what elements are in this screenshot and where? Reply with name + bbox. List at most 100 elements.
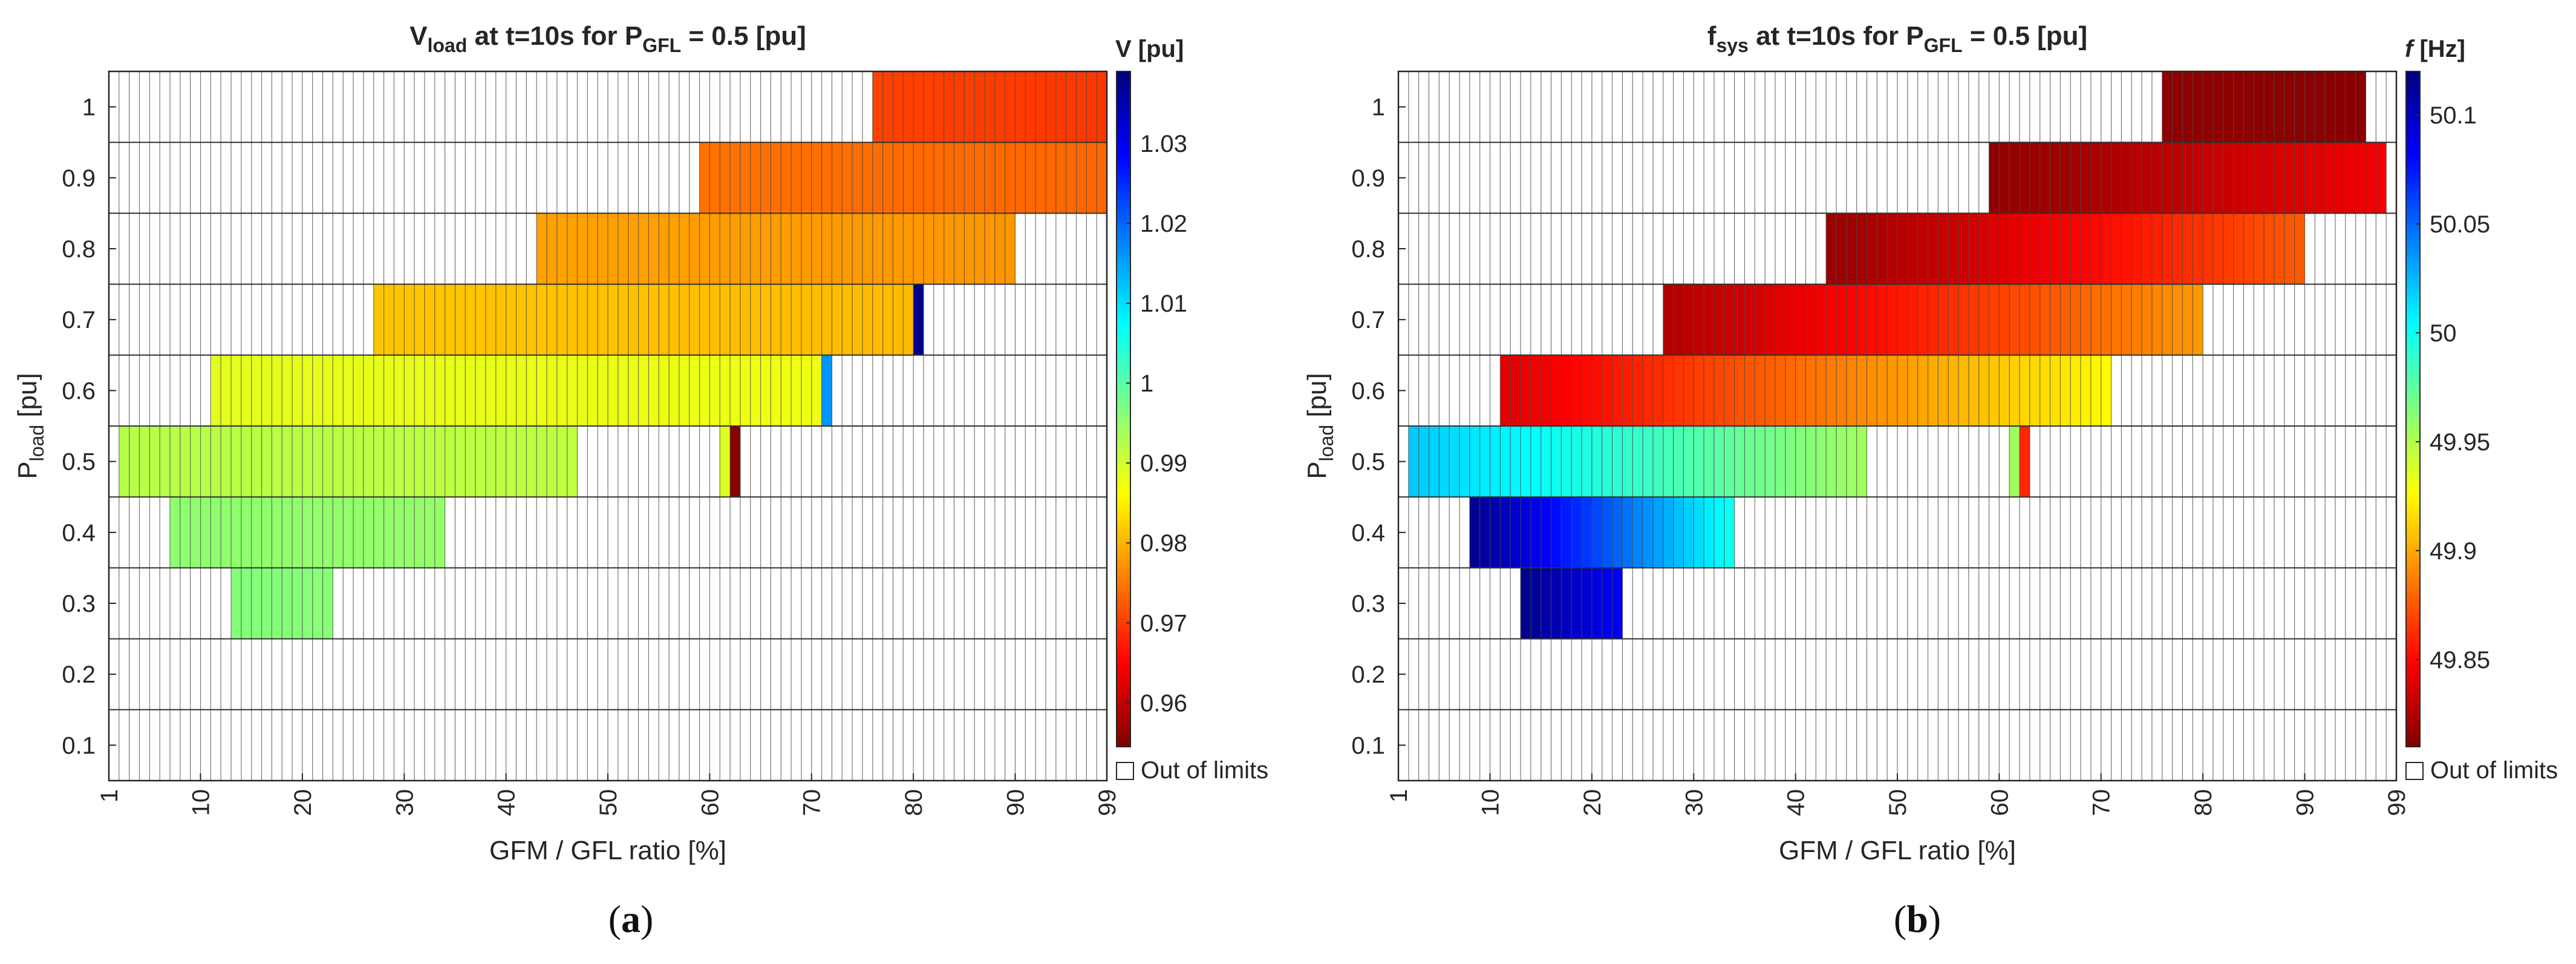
chart-title: fsys at t=10s for PGFL = 0.5 [pu] bbox=[1707, 21, 2087, 56]
colorbar-band bbox=[1117, 156, 1130, 160]
heatmap-cell bbox=[1551, 497, 1562, 568]
heatmap-cell bbox=[832, 213, 843, 284]
colorbar-band bbox=[1117, 240, 1130, 244]
heatmap-cell bbox=[2366, 142, 2376, 214]
heatmap-cell bbox=[1673, 355, 1684, 426]
colorbar-band bbox=[2406, 247, 2420, 251]
colorbar-band bbox=[2406, 169, 2420, 173]
heatmap-cell bbox=[2376, 142, 2387, 214]
colorbar-band bbox=[1117, 696, 1130, 700]
colorbar-band bbox=[2406, 338, 2420, 342]
colorbar-band bbox=[1117, 449, 1130, 454]
heatmap-cell bbox=[709, 284, 720, 355]
colorbar-band bbox=[1117, 142, 1130, 146]
heatmap-cell bbox=[282, 355, 293, 426]
heatmap-cell bbox=[1521, 497, 1531, 568]
colorbar-band bbox=[2406, 385, 2420, 390]
heatmap-cell bbox=[974, 142, 985, 214]
heatmap-cell bbox=[2182, 142, 2193, 214]
panel-label: (a) bbox=[608, 897, 654, 940]
colorbar-band bbox=[2406, 557, 2420, 562]
heatmap-cell bbox=[628, 284, 639, 355]
colorbar-band bbox=[2406, 297, 2420, 302]
colorbar-band bbox=[2406, 706, 2420, 710]
heatmap-cell bbox=[516, 426, 527, 497]
colorbar-band bbox=[2406, 463, 2420, 467]
heatmap-cell bbox=[1856, 426, 1867, 497]
heatmap-cell bbox=[180, 497, 191, 568]
colorbar-band bbox=[2406, 352, 2420, 356]
colorbar-band bbox=[1117, 709, 1130, 713]
heatmap-cell bbox=[1439, 426, 1450, 497]
colorbar-band bbox=[1117, 152, 1130, 157]
y-tick-label: 0.5 bbox=[1351, 449, 1385, 476]
heatmap-cell bbox=[852, 213, 863, 284]
colorbar-band bbox=[1117, 520, 1130, 525]
heatmap-cell bbox=[2070, 213, 2081, 284]
heatmap-cell bbox=[587, 284, 598, 355]
colorbar-band bbox=[2406, 618, 2420, 623]
colorbar-band bbox=[2406, 534, 2420, 538]
heatmap-cell bbox=[964, 213, 975, 284]
colorbar-band bbox=[2406, 192, 2420, 197]
x-tick-label: 60 bbox=[1986, 789, 2013, 816]
colorbar-label-unit: [Hz] bbox=[2413, 36, 2465, 62]
heatmap-cell bbox=[1086, 71, 1097, 143]
colorbar-tick-label: 49.9 bbox=[2430, 538, 2477, 565]
heatmap-cell bbox=[872, 213, 883, 284]
y-tick-label: 0.1 bbox=[1351, 732, 1385, 759]
heatmap-cell bbox=[842, 213, 853, 284]
heatmap-cell bbox=[638, 355, 649, 426]
colorbar-band bbox=[2406, 395, 2420, 399]
colorbar-band bbox=[2406, 507, 2420, 511]
colorbar-band bbox=[2406, 442, 2420, 447]
heatmap-cell bbox=[1500, 426, 1511, 497]
heatmap-cell bbox=[2355, 71, 2366, 143]
heatmap-cell bbox=[2182, 71, 2193, 143]
heatmap-cell bbox=[2090, 355, 2102, 426]
colorbar-band bbox=[2406, 119, 2420, 123]
colorbar-band bbox=[1117, 551, 1130, 555]
colorbar-band bbox=[1117, 162, 1130, 166]
heatmap-cell bbox=[383, 284, 394, 355]
heatmap-cell bbox=[2040, 142, 2050, 214]
colorbar-band bbox=[2406, 628, 2420, 632]
heatmap-cell bbox=[221, 497, 232, 568]
heatmap-cell bbox=[2172, 71, 2183, 143]
panel-label-close: ) bbox=[1928, 897, 1941, 940]
heatmap-cell bbox=[1907, 284, 1918, 355]
heatmap-cell bbox=[862, 213, 873, 284]
colorbar-band bbox=[2406, 500, 2420, 504]
out-of-limits-swatch bbox=[1116, 762, 1134, 780]
colorbar-band bbox=[2406, 568, 2420, 572]
heatmap-cell bbox=[394, 284, 405, 355]
colorbar-band bbox=[2406, 433, 2420, 437]
colorbar-band bbox=[2406, 125, 2420, 130]
colorbar-band bbox=[1117, 473, 1130, 477]
colorbar-band bbox=[2406, 321, 2420, 326]
heatmap-cell bbox=[1591, 497, 1603, 568]
colorbar-band bbox=[2406, 547, 2420, 551]
colorbar-band bbox=[2406, 709, 2420, 713]
x-tick-label: 30 bbox=[1681, 789, 1707, 816]
heatmap-cell bbox=[1948, 355, 1959, 426]
heatmap-cell bbox=[1632, 426, 1643, 497]
heatmap-cell bbox=[1867, 284, 1877, 355]
colorbar-band bbox=[2406, 598, 2420, 602]
heatmap-cell bbox=[1877, 284, 1888, 355]
heatmap-cell bbox=[709, 142, 720, 214]
heatmap-cell bbox=[608, 213, 619, 284]
heatmap-cell bbox=[842, 284, 853, 355]
heatmap-cell bbox=[852, 142, 863, 214]
heatmap-cell bbox=[577, 284, 588, 355]
colorbar-band bbox=[1117, 720, 1130, 724]
heatmap-cell bbox=[1005, 71, 1016, 143]
heatmap-cell bbox=[648, 355, 659, 426]
heatmap-cell bbox=[2243, 213, 2254, 284]
heatmap-cell bbox=[994, 142, 1005, 214]
heatmap-cell bbox=[1561, 355, 1572, 426]
heatmap-cell bbox=[455, 426, 466, 497]
colorbar-band bbox=[2406, 730, 2420, 734]
colorbar-band bbox=[2406, 503, 2420, 508]
colorbar-band bbox=[1117, 196, 1130, 200]
